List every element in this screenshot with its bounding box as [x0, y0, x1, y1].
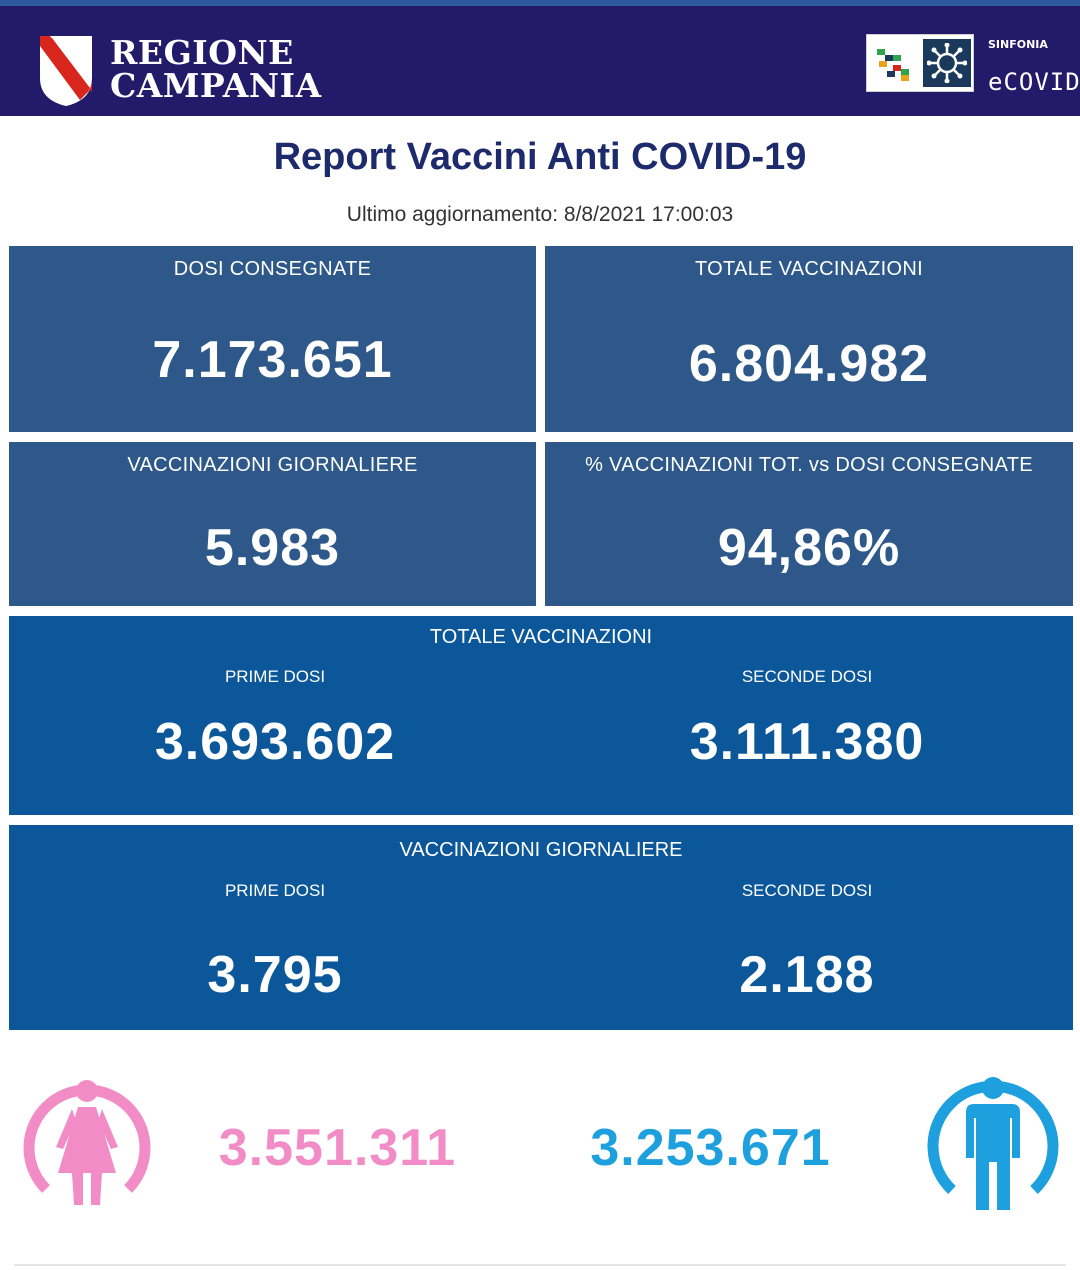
panel-giornaliere-breakdown: VACCINAZIONI GIORNALIERE PRIME DOSI SECO…: [9, 825, 1073, 1030]
card-totale-vaccinazioni: TOTALE VACCINAZIONI 6.804.982: [545, 246, 1073, 432]
card-value: 94,86%: [717, 519, 901, 577]
card-percentuale: % VACCINAZIONI TOT. vs DOSI CONSEGNATE 9…: [545, 442, 1073, 606]
prime-dosi-value: 3.693.602: [154, 713, 396, 771]
region-name-line1: REGIONE: [110, 33, 294, 72]
seconde-dosi-value: 3.111.380: [689, 713, 925, 771]
ecovid-logo: [866, 34, 974, 92]
female-count: 3.551.311: [218, 1119, 457, 1177]
card-label: VACCINAZIONI GIORNALIERE: [127, 454, 418, 476]
card-value: 6.804.982: [688, 335, 930, 393]
ecovid-pixel-icon: [877, 49, 909, 81]
panel-heading: VACCINAZIONI GIORNALIERE: [399, 839, 683, 861]
region-name-line2: CAMPANIA: [110, 66, 322, 105]
female-icon: [23, 1080, 151, 1205]
panel-heading: TOTALE VACCINAZIONI: [429, 626, 653, 648]
virus-badge: [923, 39, 971, 87]
header-bar: REGIONE CAMPANIA: [0, 6, 1080, 116]
card-label: TOTALE VACCINAZIONI: [695, 258, 923, 280]
prime-dosi-label: PRIME DOSI: [224, 667, 326, 686]
prime-dosi-label: PRIME DOSI: [224, 881, 326, 900]
panel-totale-breakdown: TOTALE VACCINAZIONI PRIME DOSI SECONDE D…: [9, 616, 1073, 815]
card-value: 5.983: [204, 519, 341, 577]
prime-dosi-value: 3.795: [207, 946, 343, 1004]
ecovid-label: eCOVID: [988, 68, 1080, 96]
male-icon: [927, 1077, 1059, 1210]
top-accent-line: [0, 0, 1080, 6]
card-vaccinazioni-giornaliere: VACCINAZIONI GIORNALIERE 5.983: [9, 442, 536, 606]
male-count: 3.253.671: [590, 1119, 831, 1177]
card-label: % VACCINAZIONI TOT. vs DOSI CONSEGNATE: [585, 454, 1033, 476]
last-update: Ultimo aggiornamento: 8/8/2021 17:00:03: [346, 203, 734, 226]
page-title: Report Vaccini Anti COVID-19: [273, 136, 807, 178]
region-name: REGIONE CAMPANIA: [110, 36, 322, 102]
bottom-divider: [14, 1264, 1066, 1266]
sinfonia-label: SINFONIA: [988, 38, 1048, 51]
card-dosi-consegnate: DOSI CONSEGNATE 7.173.651: [9, 246, 536, 432]
seconde-dosi-value: 2.188: [739, 946, 875, 1004]
seconde-dosi-label: SECONDE DOSI: [741, 881, 873, 900]
card-label: DOSI CONSEGNATE: [173, 258, 372, 280]
seconde-dosi-label: SECONDE DOSI: [741, 667, 873, 686]
campania-crest-icon: [40, 36, 92, 106]
virus-icon: [927, 43, 967, 83]
card-value: 7.173.651: [152, 331, 393, 389]
